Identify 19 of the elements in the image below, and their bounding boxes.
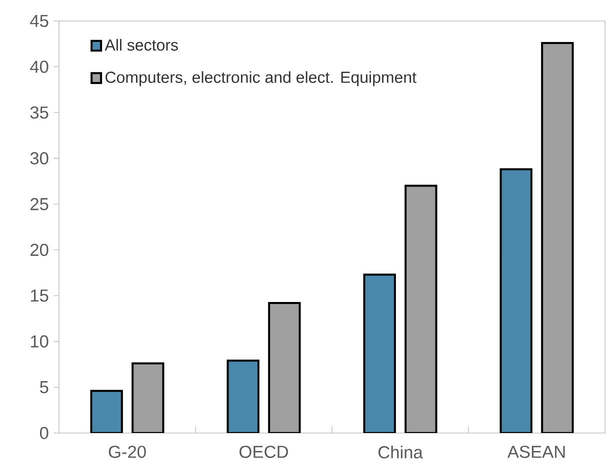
legend-label: All sectors (104, 38, 178, 51)
bar (500, 168, 532, 433)
y-tick-label: 15 (30, 290, 48, 302)
y-tick-label: 30 (30, 152, 48, 164)
x-tick-label: OECD (240, 446, 288, 458)
y-tick-label: 40 (30, 60, 48, 73)
bar (363, 274, 396, 433)
y-tick-label: 25 (30, 198, 48, 210)
y-tick-label: 5 (40, 381, 48, 394)
x-tick-label: China (378, 446, 423, 458)
y-tick-label: 10 (30, 335, 48, 348)
y-tick-label: 35 (30, 106, 48, 119)
x-tick-label: G-20 (108, 446, 146, 458)
legend-label: Computers, electronic and elect. Equipment (106, 71, 416, 86)
y-tick-label: 45 (30, 14, 48, 28)
y-tick-label: 0 (40, 426, 48, 440)
y-tick-label: 20 (30, 244, 48, 256)
x-tick-label: ASEAN (507, 446, 565, 458)
bar (226, 360, 260, 433)
